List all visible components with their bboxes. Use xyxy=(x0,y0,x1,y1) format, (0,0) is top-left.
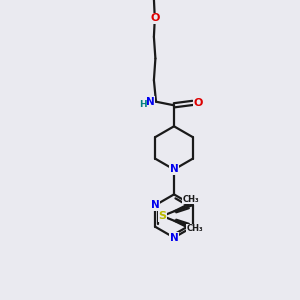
Text: N: N xyxy=(169,164,178,175)
Text: N: N xyxy=(146,97,155,107)
Text: N: N xyxy=(151,200,160,210)
Text: N: N xyxy=(169,232,178,243)
Text: O: O xyxy=(150,13,160,23)
Text: S: S xyxy=(158,211,166,221)
Text: H: H xyxy=(139,100,147,109)
Text: CH₃: CH₃ xyxy=(187,224,203,233)
Text: CH₃: CH₃ xyxy=(182,195,199,204)
Text: O: O xyxy=(193,98,203,108)
